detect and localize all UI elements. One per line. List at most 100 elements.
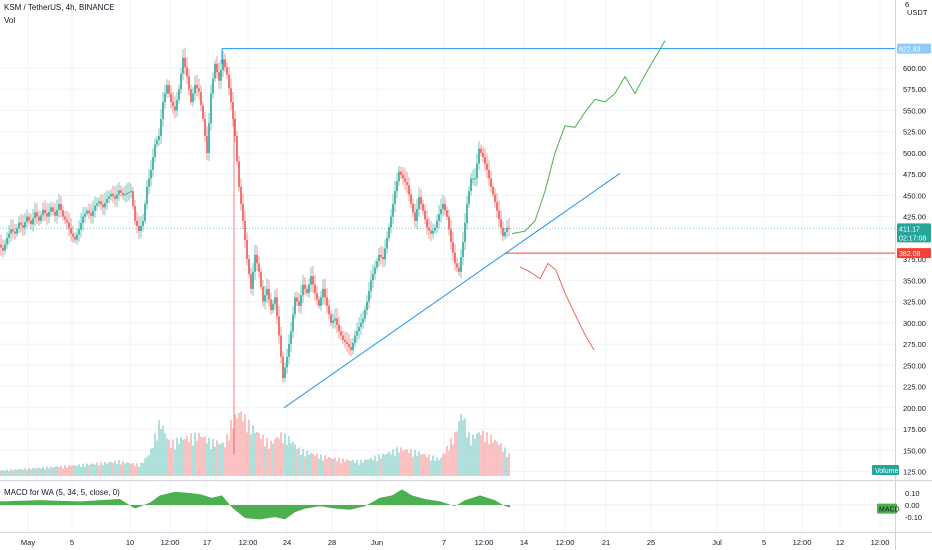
- candle-body: [262, 286, 264, 302]
- candle-body: [372, 273, 374, 281]
- macd-legend[interactable]: MACD for WA (5, 34, 5, close, 0): [4, 488, 120, 497]
- volume-bar: [312, 453, 314, 476]
- candle-body: [178, 89, 180, 100]
- candle-body: [174, 106, 176, 111]
- candle-body: [302, 284, 304, 296]
- candle-body: [220, 70, 222, 81]
- volume-bar: [338, 457, 340, 476]
- candle-body: [110, 193, 112, 197]
- drawings[interactable]: [283, 40, 666, 409]
- candle-body: [404, 178, 406, 182]
- volume-bar: [494, 439, 496, 476]
- candle-body: [172, 101, 174, 107]
- volume-bar: [266, 438, 268, 476]
- volume-bar: [168, 439, 170, 476]
- volume-legend[interactable]: Vol: [4, 16, 16, 25]
- volume-bar: [424, 454, 426, 476]
- candle-body: [20, 222, 22, 226]
- candle-body: [506, 227, 508, 232]
- candle-body: [332, 320, 334, 323]
- candle-body: [180, 73, 182, 90]
- candle-body: [64, 216, 66, 220]
- volume-bar: [324, 455, 326, 476]
- candle-body: [398, 171, 400, 182]
- x-tick-label: 12:00: [161, 538, 180, 547]
- volume-bar: [458, 421, 460, 476]
- candle-body: [504, 231, 506, 237]
- volume-bar: [170, 447, 172, 476]
- candle-body: [102, 204, 104, 208]
- volume-bar: [460, 414, 462, 476]
- candle-body: [114, 196, 116, 199]
- volume-bar: [76, 466, 78, 476]
- candle-body: [264, 295, 266, 302]
- candle-body: [438, 214, 440, 221]
- candle-body: [10, 229, 12, 234]
- candle-body: [228, 74, 230, 89]
- volume-bar: [268, 448, 270, 476]
- y-tick-label: 525.00: [903, 128, 926, 137]
- volume-bar: [122, 460, 124, 476]
- volume-bar: [304, 456, 306, 476]
- volume-bar: [182, 439, 184, 476]
- candle-body: [284, 367, 286, 379]
- candle-body: [164, 93, 166, 102]
- volume-bar: [260, 439, 262, 476]
- volume-bars: [0, 411, 510, 476]
- candle-body: [352, 342, 354, 351]
- candle-body: [382, 256, 384, 260]
- macd-area: [0, 489, 510, 520]
- candle-body: [450, 229, 452, 243]
- volume-bar: [142, 462, 144, 476]
- candle-body: [340, 331, 342, 336]
- volume-bar: [52, 467, 54, 476]
- candle-body: [78, 229, 80, 235]
- candle-body: [294, 297, 296, 315]
- volume-bar: [172, 439, 174, 476]
- volume-bar: [394, 456, 396, 476]
- volume-bar: [404, 449, 406, 476]
- horizontal-levels[interactable]: [0, 48, 895, 254]
- x-tick-label: 12: [836, 538, 844, 547]
- volume-bar: [490, 435, 492, 476]
- candle-body: [436, 220, 438, 228]
- candle-body: [108, 196, 110, 199]
- symbol-legend[interactable]: KSM / TetherUS, 4h, BINANCE: [4, 3, 115, 12]
- x-tick-label: Jun: [371, 538, 383, 547]
- ascending-trendline: [283, 172, 621, 409]
- volume-bar: [450, 438, 452, 476]
- volume-bar: [340, 463, 342, 476]
- candle-body: [300, 295, 302, 306]
- candle-body: [472, 178, 474, 180]
- volume-bar: [358, 464, 360, 476]
- candle-body: [242, 203, 244, 221]
- volume-bar: [472, 434, 474, 476]
- volume-bar: [162, 425, 164, 476]
- volume-bar: [426, 457, 428, 476]
- candle-body: [256, 254, 258, 264]
- candle-body: [160, 118, 162, 136]
- candle-body: [30, 220, 32, 225]
- candle-body: [428, 227, 430, 231]
- candle-body: [46, 213, 48, 217]
- candle-body: [342, 335, 344, 340]
- volume-bar: [178, 444, 180, 476]
- candle-body: [486, 163, 488, 170]
- candle-body: [166, 84, 168, 94]
- candle-body: [100, 201, 102, 205]
- candle-body: [420, 197, 422, 204]
- y-tick-label: 450.00: [903, 191, 926, 200]
- candle-body: [2, 247, 4, 251]
- volume-bar: [276, 436, 278, 476]
- y-tick-label: 325.00: [903, 298, 926, 307]
- candle-body: [58, 203, 60, 210]
- candle-body: [462, 242, 464, 257]
- candle-body: [148, 178, 150, 187]
- volume-bar: [252, 425, 254, 476]
- candle-body: [206, 135, 208, 153]
- volume-bar: [54, 466, 56, 476]
- volume-bar: [208, 437, 210, 476]
- candle-body: [132, 191, 134, 207]
- candle-body: [362, 318, 364, 323]
